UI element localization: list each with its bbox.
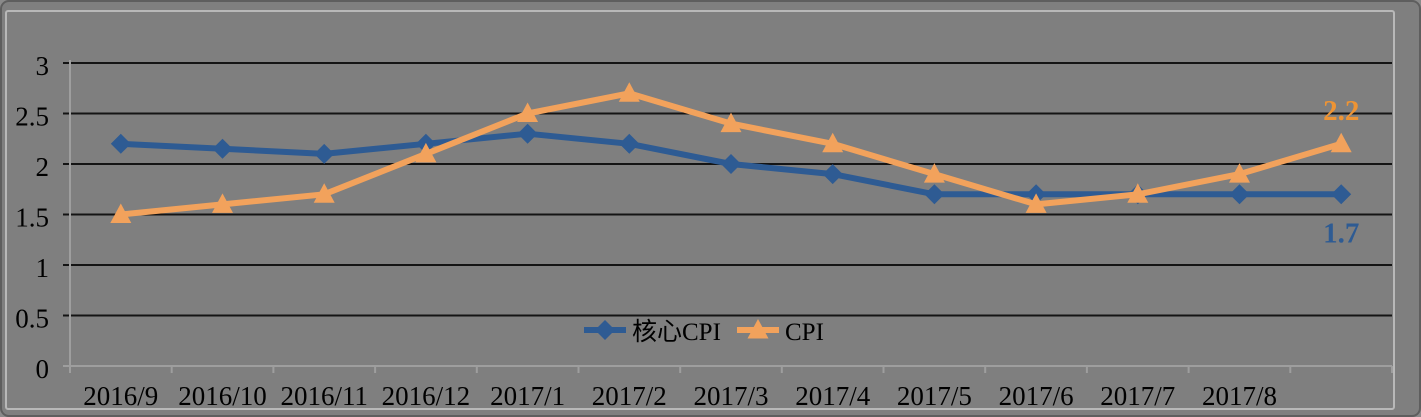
data-point-marker-cpi bbox=[313, 183, 335, 203]
y-axis-label: 1.5 bbox=[15, 203, 49, 233]
data-point-marker-cpi bbox=[517, 102, 539, 122]
x-axis-label: 2017/7 bbox=[1100, 381, 1175, 411]
y-axis-label: 1 bbox=[36, 253, 50, 283]
x-axis-label: 2016/12 bbox=[382, 381, 471, 411]
x-axis-label: 2017/1 bbox=[490, 381, 565, 411]
data-point-marker-core-cpi bbox=[619, 133, 640, 154]
data-point-marker-core-cpi bbox=[110, 133, 131, 154]
x-axis-label: 2017/6 bbox=[999, 381, 1074, 411]
x-axis-label: 2017/5 bbox=[897, 381, 972, 411]
y-axis-label: 3 bbox=[36, 51, 50, 81]
y-axis-label: 0.5 bbox=[15, 304, 49, 334]
data-point-marker-cpi bbox=[822, 132, 844, 153]
x-axis-label: 2016/11 bbox=[280, 381, 368, 411]
data-point-marker-core-cpi bbox=[517, 123, 538, 144]
data-point-marker-cpi bbox=[1330, 132, 1352, 153]
legend-diamond-icon bbox=[595, 320, 615, 340]
legend-item-cpi[interactable]: CPI bbox=[737, 319, 824, 346]
end-data-label-core-cpi: 1.7 bbox=[1323, 217, 1359, 249]
data-point-marker-cpi bbox=[720, 112, 742, 133]
data-point-marker-core-cpi bbox=[822, 164, 843, 185]
data-point-marker-cpi bbox=[923, 163, 945, 183]
x-axis-label: 2016/9 bbox=[83, 381, 158, 411]
data-point-marker-cpi bbox=[1127, 183, 1149, 203]
legend-label: 核心CPI bbox=[632, 318, 721, 346]
x-axis-label: 2017/8 bbox=[1202, 381, 1277, 411]
data-point-marker-core-cpi bbox=[924, 184, 945, 205]
y-axis-label: 2.5 bbox=[15, 102, 49, 132]
data-point-marker-core-cpi bbox=[314, 143, 335, 164]
data-point-marker-cpi bbox=[1025, 193, 1047, 213]
x-axis-label: 2016/10 bbox=[178, 381, 267, 411]
y-axis-label: 0 bbox=[36, 354, 50, 384]
legend-triangle-icon bbox=[747, 319, 769, 339]
data-point-marker-cpi bbox=[618, 82, 640, 102]
y-axis-label: 2 bbox=[36, 152, 50, 182]
data-point-marker-cpi bbox=[212, 193, 233, 213]
data-point-marker-core-cpi bbox=[721, 154, 741, 174]
end-data-label-cpi: 2.2 bbox=[1323, 95, 1359, 127]
x-axis-label: 2017/4 bbox=[795, 381, 871, 411]
data-point-marker-core-cpi bbox=[1229, 184, 1250, 205]
legend-label: CPI bbox=[785, 319, 824, 346]
x-axis-label: 2017/2 bbox=[592, 381, 667, 411]
x-axis-label: 2017/3 bbox=[693, 381, 768, 411]
data-point-marker-cpi bbox=[415, 142, 437, 163]
data-point-marker-core-cpi bbox=[212, 138, 233, 159]
data-point-marker-core-cpi bbox=[1331, 184, 1352, 205]
data-point-marker-cpi bbox=[110, 203, 132, 223]
legend-item-core-cpi[interactable]: 核心CPI bbox=[584, 318, 721, 346]
data-point-marker-cpi bbox=[1229, 163, 1250, 183]
